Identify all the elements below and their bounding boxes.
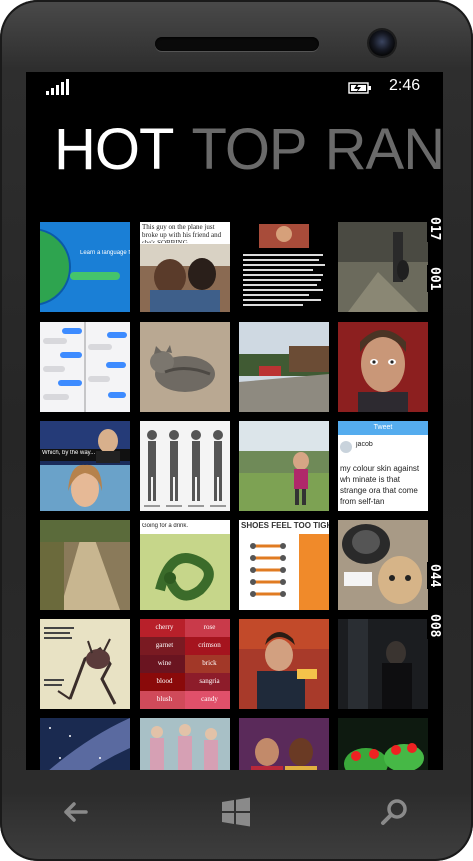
tile-shoelaces[interactable]: SHOES FEEL TOO TIGHT <box>239 520 329 610</box>
tile-backyard-girl[interactable] <box>239 421 329 511</box>
battery-charging-icon <box>348 82 371 94</box>
pivot-tab-hot[interactable]: HOT <box>54 117 174 182</box>
back-arrow-icon[interactable] <box>54 790 98 834</box>
tile-robot-vacuum-dog[interactable] <box>338 520 428 610</box>
front-camera <box>369 30 395 56</box>
status-time: 2:46 <box>389 77 421 94</box>
tile-snake[interactable]: Going for a drink. <box>140 520 230 610</box>
tile-security-cam[interactable] <box>338 222 428 312</box>
side-label-017: 017 <box>427 215 442 243</box>
tile-plane-sobbing[interactable]: This guy on the plane just broke up with… <box>140 222 230 312</box>
windows-logo-icon[interactable] <box>214 790 258 834</box>
signal-bars-icon <box>46 79 72 95</box>
tile-dirt-road[interactable] <box>40 520 130 610</box>
tile-cartoon-monster[interactable] <box>40 619 130 709</box>
side-label-044: 044 <box>427 562 442 590</box>
earpiece-speaker <box>155 37 319 51</box>
tile-tv-show[interactable] <box>239 718 329 770</box>
tile-news-anchor[interactable]: Which, by the way... <box>40 421 130 511</box>
tile-poses-chart[interactable] <box>140 421 230 511</box>
side-label-001: 001 <box>427 265 442 293</box>
tile-color-names[interactable]: cherry rose garnet crimson wine brick bl… <box>140 619 230 709</box>
status-bar: 2:46 <box>26 72 443 102</box>
tile-dark-room[interactable] <box>338 619 428 709</box>
tile-language-app[interactable]: Learn a language fo <box>40 222 130 312</box>
tile-driveway[interactable] <box>239 322 329 412</box>
tile-fan-man[interactable] <box>239 619 329 709</box>
tile-tree-frogs[interactable] <box>338 718 428 770</box>
tile-milky-way[interactable] <box>40 718 130 770</box>
pivot-tab-rand[interactable]: RAND <box>324 117 443 182</box>
phone-screen: 2:46 HOT TOP RAND Learn a language fo <box>26 72 443 770</box>
hardware-nav-bar <box>0 770 473 861</box>
pivot-tab-top[interactable]: TOP <box>191 117 307 182</box>
tile-tweet[interactable]: Tweet jacob my colour skin against wh mi… <box>338 421 428 511</box>
tile-text-post[interactable] <box>239 222 329 312</box>
tile-shocked-man[interactable] <box>338 322 428 412</box>
tile-elderly-dancers[interactable] <box>140 718 230 770</box>
tile-chat-screenshot[interactable] <box>40 322 130 412</box>
search-icon[interactable] <box>372 790 416 834</box>
pivot-header: HOT TOP RAND <box>54 120 443 180</box>
side-label-008: 008 <box>427 612 442 640</box>
tile-cat[interactable] <box>140 322 230 412</box>
